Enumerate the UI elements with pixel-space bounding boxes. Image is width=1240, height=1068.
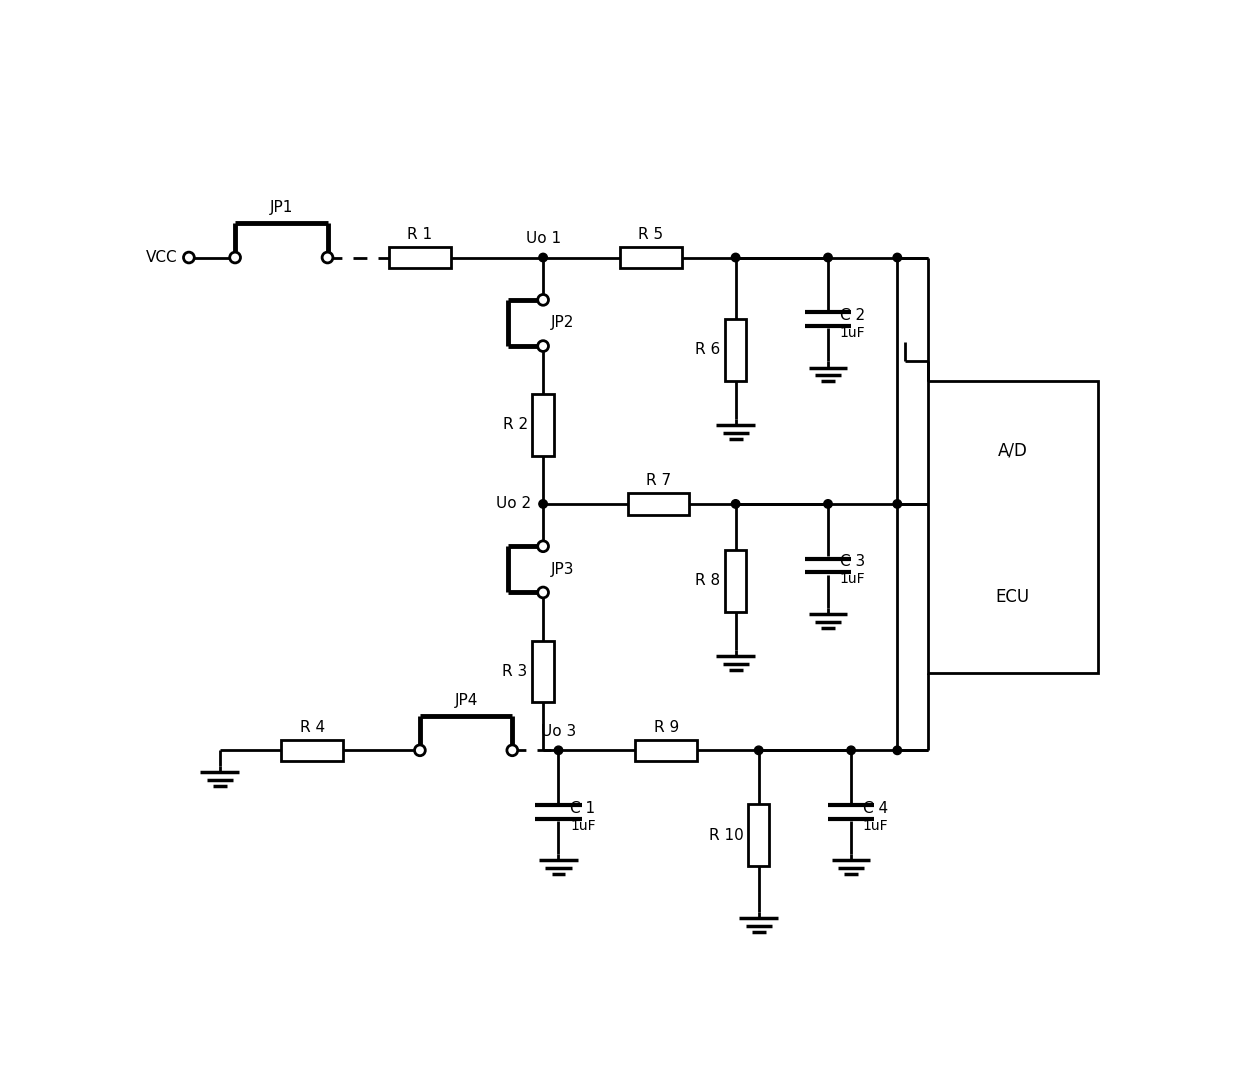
Text: R 2: R 2	[502, 418, 528, 433]
Circle shape	[732, 253, 740, 262]
Text: 1uF: 1uF	[839, 572, 866, 586]
Bar	[532, 641, 554, 702]
Bar	[725, 550, 746, 612]
Text: R 4: R 4	[300, 720, 325, 735]
Text: C 1: C 1	[570, 801, 595, 816]
Circle shape	[184, 252, 195, 263]
Text: C 4: C 4	[863, 801, 888, 816]
Text: 1uF: 1uF	[570, 819, 595, 833]
Circle shape	[414, 745, 425, 756]
Circle shape	[893, 500, 901, 508]
Text: 1uF: 1uF	[863, 819, 888, 833]
Bar	[532, 394, 554, 456]
Text: 1uF: 1uF	[839, 326, 866, 340]
Circle shape	[538, 341, 548, 351]
Circle shape	[322, 252, 332, 263]
Circle shape	[893, 747, 901, 755]
Text: R 7: R 7	[646, 473, 671, 488]
Text: ECU: ECU	[996, 588, 1030, 607]
Circle shape	[732, 500, 740, 508]
Circle shape	[538, 540, 548, 552]
Text: JP3: JP3	[551, 562, 574, 577]
Circle shape	[754, 747, 763, 755]
Text: C 2: C 2	[839, 308, 864, 323]
Text: Uo 2: Uo 2	[496, 497, 532, 512]
Text: A/D: A/D	[998, 442, 1028, 460]
Text: Uo 3: Uo 3	[541, 724, 577, 739]
Circle shape	[539, 253, 547, 262]
Text: JP2: JP2	[551, 315, 574, 330]
Text: R 6: R 6	[694, 343, 720, 358]
Text: R 8: R 8	[696, 574, 720, 588]
Text: VCC: VCC	[146, 250, 177, 265]
Text: JP4: JP4	[454, 693, 477, 708]
Bar	[748, 804, 770, 866]
Circle shape	[823, 500, 832, 508]
Text: R 1: R 1	[407, 226, 433, 242]
Text: R 10: R 10	[708, 828, 743, 843]
Circle shape	[823, 253, 832, 262]
Bar	[928, 380, 1097, 673]
Bar	[620, 247, 682, 268]
Text: R 3: R 3	[502, 664, 528, 679]
Text: R 9: R 9	[653, 720, 680, 735]
Circle shape	[893, 253, 901, 262]
Circle shape	[538, 295, 548, 305]
Bar	[281, 739, 343, 761]
Circle shape	[554, 747, 563, 755]
Circle shape	[507, 745, 517, 756]
Bar	[635, 739, 697, 761]
Circle shape	[539, 500, 547, 508]
Text: Uo 1: Uo 1	[526, 231, 560, 246]
Circle shape	[538, 587, 548, 598]
Text: JP1: JP1	[269, 200, 293, 215]
Circle shape	[847, 747, 856, 755]
Circle shape	[229, 252, 241, 263]
Text: C 3: C 3	[839, 554, 864, 569]
Bar	[725, 319, 746, 380]
Bar	[627, 493, 689, 515]
Bar	[389, 247, 450, 268]
Text: R 5: R 5	[639, 226, 663, 242]
